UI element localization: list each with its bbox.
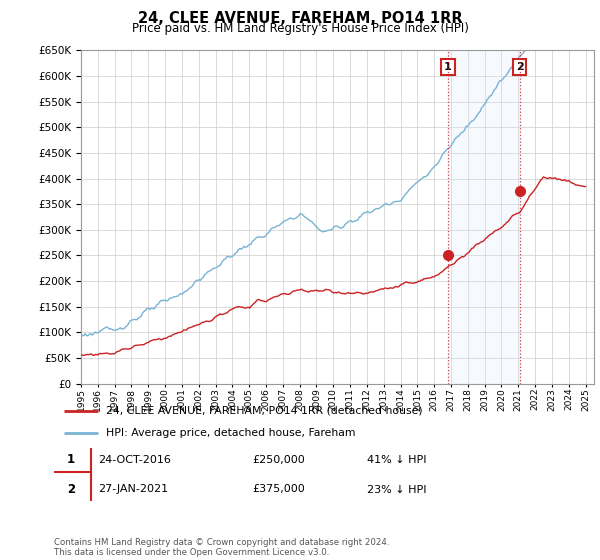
Text: Price paid vs. HM Land Registry's House Price Index (HPI): Price paid vs. HM Land Registry's House …: [131, 22, 469, 35]
FancyBboxPatch shape: [52, 442, 91, 478]
Text: 24, CLEE AVENUE, FAREHAM, PO14 1RR (detached house): 24, CLEE AVENUE, FAREHAM, PO14 1RR (deta…: [106, 406, 423, 416]
Text: 24, CLEE AVENUE, FAREHAM, PO14 1RR: 24, CLEE AVENUE, FAREHAM, PO14 1RR: [137, 11, 463, 26]
Text: Contains HM Land Registry data © Crown copyright and database right 2024.
This d: Contains HM Land Registry data © Crown c…: [54, 538, 389, 557]
Text: HPI: Average price, detached house, Fareham: HPI: Average price, detached house, Fare…: [106, 428, 356, 438]
Text: 23% ↓ HPI: 23% ↓ HPI: [367, 484, 427, 494]
Text: 1: 1: [67, 453, 75, 466]
Text: 1: 1: [444, 62, 452, 72]
Text: 27-JAN-2021: 27-JAN-2021: [98, 484, 169, 494]
Text: 24-OCT-2016: 24-OCT-2016: [98, 455, 171, 465]
Text: 2: 2: [67, 483, 75, 496]
Text: 2: 2: [516, 62, 524, 72]
Text: 41% ↓ HPI: 41% ↓ HPI: [367, 455, 427, 465]
Bar: [448, 50, 520, 384]
Text: £250,000: £250,000: [253, 455, 305, 465]
FancyBboxPatch shape: [52, 472, 91, 507]
Text: £375,000: £375,000: [253, 484, 305, 494]
